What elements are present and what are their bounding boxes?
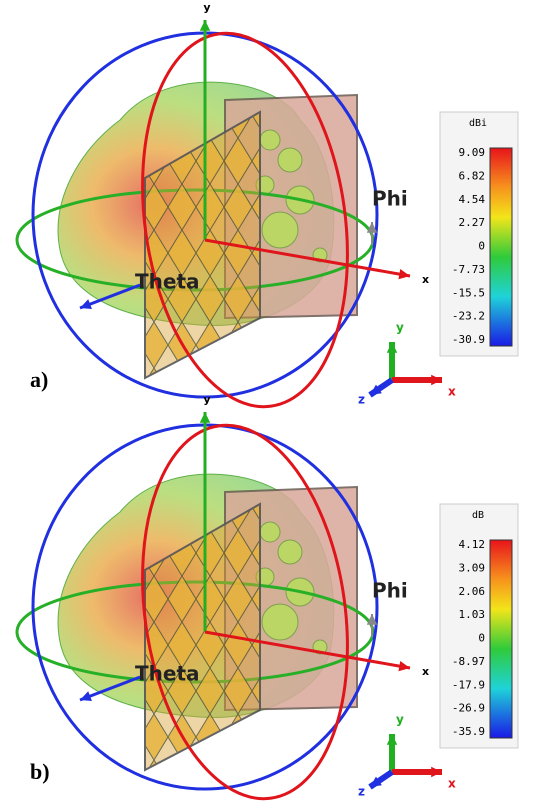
arrow-head: [366, 222, 378, 233]
arrow-head: [80, 299, 92, 310]
colorbar-tick-label: -17.9: [452, 678, 485, 691]
arrow-head: [199, 412, 211, 423]
colorbar: [489, 539, 513, 739]
colorbar-tick-label: -15.5: [452, 286, 485, 299]
colorbar-unit: dBi: [469, 118, 487, 129]
arrow-head: [370, 384, 382, 395]
triad-z: z: [358, 393, 365, 407]
arrow-head: [199, 20, 211, 31]
panel-label: b): [30, 759, 50, 784]
phi-label: Phi: [372, 579, 408, 603]
triad-z: z: [358, 785, 365, 799]
panel-label: a): [30, 367, 48, 392]
bump: [259, 129, 281, 151]
arrow-head: [431, 766, 442, 778]
arrow-head: [80, 691, 92, 702]
colorbar-tick-label: -7.73: [452, 263, 485, 276]
bump: [259, 521, 281, 543]
colorbar-tick-label: 9.09: [459, 146, 486, 159]
y-axis-label: y: [203, 393, 210, 406]
arrow-head: [398, 268, 410, 280]
arrow-head: [431, 374, 442, 386]
colorbar-tick-label: 1.03: [459, 608, 486, 621]
red-ring: [141, 423, 349, 801]
front-plate: [144, 502, 261, 772]
front-plate: [144, 110, 261, 380]
colorbar-unit: dB: [472, 510, 484, 521]
arrow-head: [386, 734, 398, 745]
x-axis-label: x: [422, 665, 429, 678]
triad-y: y: [396, 321, 404, 335]
colorbar-tick-label: 3.09: [459, 561, 486, 574]
panel: y x Phi Theta y z x b) dB 4.12 3.09 2.06 1.03 0 -8.97 -…: [15, 393, 519, 801]
colorbar-tick-label: -26.9: [452, 702, 485, 715]
red-ring: [141, 31, 349, 409]
triad-x: x: [448, 385, 456, 399]
colorbar-tick-label: 6.82: [459, 169, 486, 182]
axis-arrow: [204, 630, 411, 670]
colorbar-tick-label: -35.9: [452, 725, 485, 738]
y-axis-label: y: [203, 1, 210, 14]
triad-x: x: [448, 777, 456, 791]
theta-label: Theta: [135, 662, 200, 686]
arrow-head: [366, 614, 378, 625]
bump: [277, 539, 303, 565]
bump: [261, 211, 299, 249]
colorbar-tick-label: -30.9: [452, 333, 485, 346]
colorbar-tick-label: 0: [478, 632, 485, 645]
x-axis-label: x: [422, 273, 429, 286]
bump: [277, 147, 303, 173]
colorbar-tick-label: 4.54: [459, 193, 486, 206]
arrow-head: [386, 342, 398, 353]
colorbar-tick-label: -23.2: [452, 310, 485, 323]
colorbar-tick-label: 2.06: [459, 585, 486, 598]
arrow-head: [370, 776, 382, 787]
panel: y x Phi Theta y z x a) dBi 9.09 6.82 4.54 2.27 0 -7.73…: [15, 1, 519, 409]
axis-arrow: [204, 238, 411, 278]
triad-y: y: [396, 713, 404, 727]
theta-label: Theta: [135, 270, 200, 294]
colorbar-tick-label: 0: [478, 240, 485, 253]
bump: [261, 603, 299, 641]
arrow-head: [398, 660, 410, 672]
colorbar-tick-label: 2.27: [459, 216, 486, 229]
colorbar-tick-label: -8.97: [452, 655, 485, 668]
colorbar: [489, 147, 513, 347]
phi-label: Phi: [372, 187, 408, 211]
colorbar-tick-label: 4.12: [459, 538, 486, 551]
